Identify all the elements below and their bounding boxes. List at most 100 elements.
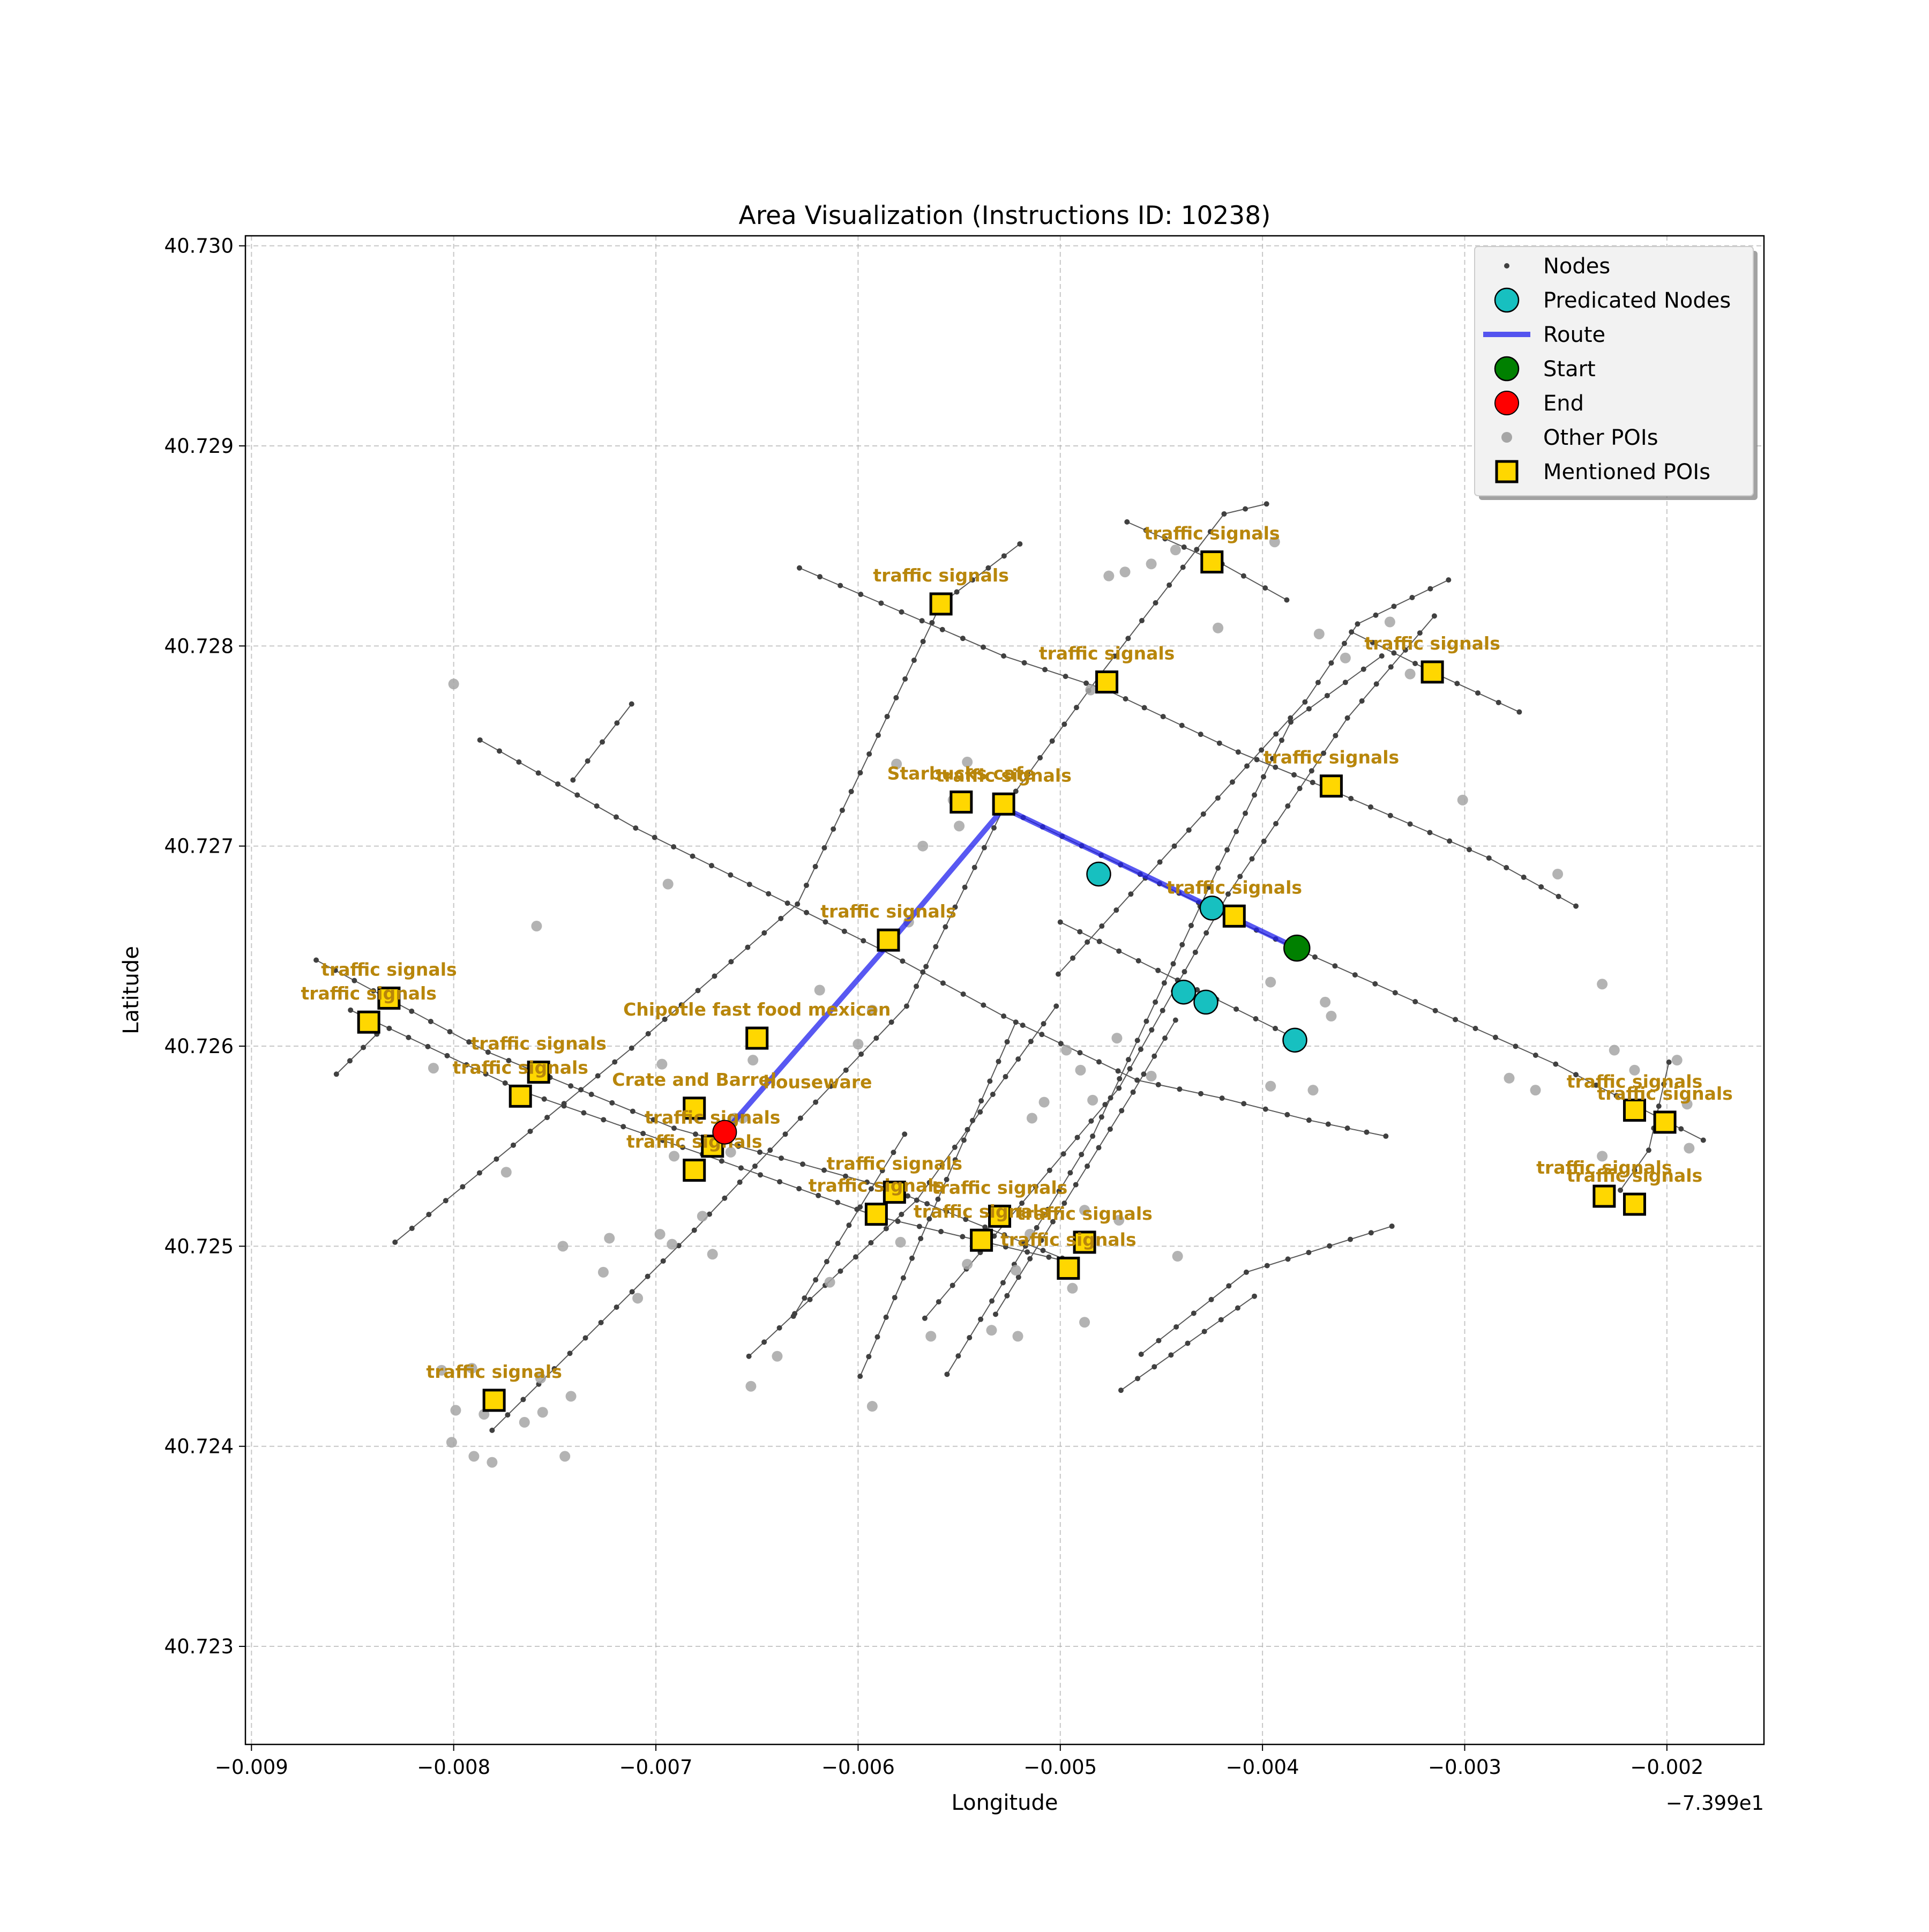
street-node (1160, 1008, 1165, 1013)
street-node (1229, 779, 1235, 785)
y-tick-label: 40.726 (165, 1035, 234, 1058)
y-tick-label: 40.723 (165, 1635, 234, 1658)
street-node (902, 676, 908, 682)
street-node (1155, 1081, 1161, 1087)
x-tick-label: −0.007 (619, 1756, 693, 1779)
street-node (918, 1236, 924, 1242)
street-node (1085, 1163, 1090, 1169)
mentioned-poi-label: traffic signals (1567, 1165, 1702, 1186)
street-node (875, 732, 881, 738)
street-node (1040, 1248, 1046, 1254)
street-node (1244, 763, 1250, 769)
street-node (911, 657, 917, 663)
legend-swatch-other-poi (1501, 432, 1512, 443)
street-node (1141, 1071, 1147, 1077)
street-node (807, 1296, 813, 1302)
street-node (693, 1131, 699, 1137)
street-node (1312, 954, 1318, 960)
street-node (1179, 722, 1185, 728)
street-node (835, 1199, 841, 1205)
street-node (1033, 1184, 1038, 1190)
street-node (1373, 612, 1379, 618)
other-poi-dot (468, 1451, 480, 1462)
street-node (955, 1353, 961, 1359)
y-tick-label: 40.728 (165, 635, 234, 658)
street-node (1618, 1187, 1624, 1193)
street-node (866, 1354, 872, 1360)
x-tick-label: −0.005 (1023, 1756, 1097, 1779)
street-node (967, 1334, 973, 1340)
other-poi-dot (1530, 1085, 1541, 1096)
street-node (567, 1351, 573, 1356)
street-node (601, 1117, 607, 1123)
street-node (971, 864, 977, 870)
street-node (960, 991, 966, 997)
other-poi-dot (1320, 996, 1331, 1008)
street-node (598, 1319, 604, 1325)
street-node (555, 781, 561, 787)
street-node (892, 1295, 898, 1301)
street-node (1341, 640, 1347, 646)
street-node (313, 957, 319, 963)
street-node (1113, 907, 1119, 913)
street-node (987, 1078, 993, 1084)
other-poi-dot (1038, 1096, 1050, 1108)
other-poi-dot (604, 1233, 615, 1244)
mentioned-poi-label: traffic signals (1000, 1229, 1136, 1250)
street-node (929, 620, 935, 625)
street-node (1297, 786, 1303, 792)
other-poi-dot (1103, 570, 1115, 581)
other-poi-dot (1504, 1072, 1515, 1084)
street-node (1264, 1263, 1270, 1269)
street-node (1153, 600, 1158, 606)
other-poi-dot (1146, 558, 1157, 570)
street-node (1123, 696, 1128, 702)
street-node (857, 1374, 863, 1379)
street-node (1364, 1129, 1370, 1135)
street-node (1504, 865, 1509, 871)
street-node (485, 1049, 491, 1055)
street-node (1224, 847, 1230, 853)
street-node (796, 1185, 802, 1191)
x-tick-label: −0.009 (215, 1756, 288, 1779)
other-poi-dot (895, 1236, 906, 1248)
street-node (570, 777, 576, 783)
mentioned-poi-label: traffic signals (1536, 1157, 1672, 1178)
street-node (426, 1212, 432, 1218)
street-node (1156, 1338, 1162, 1344)
street-node (1447, 838, 1453, 844)
street-node (779, 1155, 784, 1161)
street-node (1556, 893, 1561, 899)
street-node (1233, 1006, 1239, 1012)
street-node (1046, 1167, 1052, 1173)
street-node (1306, 1250, 1312, 1256)
street-node (873, 1035, 879, 1041)
poi-label: houseware (763, 1071, 872, 1092)
street-node (1152, 1364, 1157, 1370)
mentioned-poi-marker (1592, 1184, 1616, 1208)
street-node (857, 770, 863, 775)
street-node (991, 825, 997, 831)
mentioned-poi-label: traffic signals (1567, 1071, 1702, 1092)
street-node (1327, 1243, 1333, 1249)
street-node (1407, 821, 1413, 827)
street-node (919, 618, 925, 624)
street-node (1115, 1068, 1121, 1074)
street-node (1126, 1057, 1132, 1063)
other-poi-dot (1671, 1055, 1683, 1066)
street-node (1466, 847, 1472, 853)
street-node (1472, 1026, 1478, 1032)
street-node (1432, 1008, 1438, 1013)
street-node (1186, 827, 1192, 833)
street-node (1128, 891, 1134, 897)
street-node (993, 1311, 999, 1317)
street-node (520, 1397, 526, 1403)
other-poi-dot (1629, 1064, 1640, 1076)
mentioned-poi-marker (683, 1159, 706, 1182)
route-endpoints (712, 934, 1311, 1145)
mentioned-poi-marker (1200, 550, 1224, 574)
street-node (914, 983, 919, 989)
other-poi-dot (1326, 1011, 1337, 1022)
mentioned-poi-label: traffic signals (626, 1131, 762, 1152)
